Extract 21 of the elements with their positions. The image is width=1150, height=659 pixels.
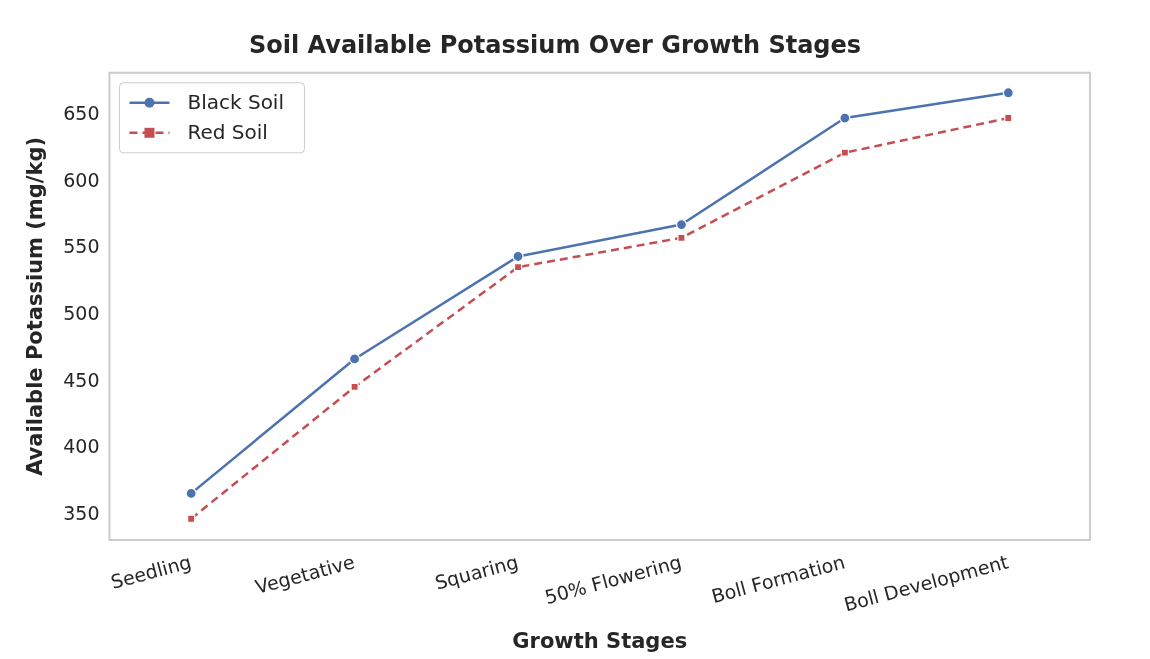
point <box>187 514 196 523</box>
point <box>349 353 361 365</box>
point <box>840 148 849 157</box>
x-tick-label: Squaring <box>432 550 521 594</box>
legend-label: Red Soil <box>187 120 268 144</box>
y-tick-label: 400 <box>63 435 100 458</box>
point <box>1002 87 1014 99</box>
x-tick-label: Seedling <box>108 550 194 593</box>
y-tick-label: 650 <box>63 102 100 125</box>
y-tick-label: 600 <box>63 168 100 191</box>
y-tick-label: 450 <box>63 368 100 391</box>
y-axis-title: Available Potassium (mg/kg) <box>23 136 48 476</box>
y-tick-label: 500 <box>63 301 100 324</box>
chart-title: Soil Available Potassium Over Growth Stages <box>248 30 862 59</box>
y-tick-label: 350 <box>63 501 100 524</box>
x-axis-title: Growth Stages <box>512 628 688 653</box>
legend-label: Black Soil <box>187 90 284 114</box>
point <box>185 487 197 500</box>
point <box>513 263 523 272</box>
y-tick-label: 550 <box>63 235 100 258</box>
point <box>839 112 851 124</box>
